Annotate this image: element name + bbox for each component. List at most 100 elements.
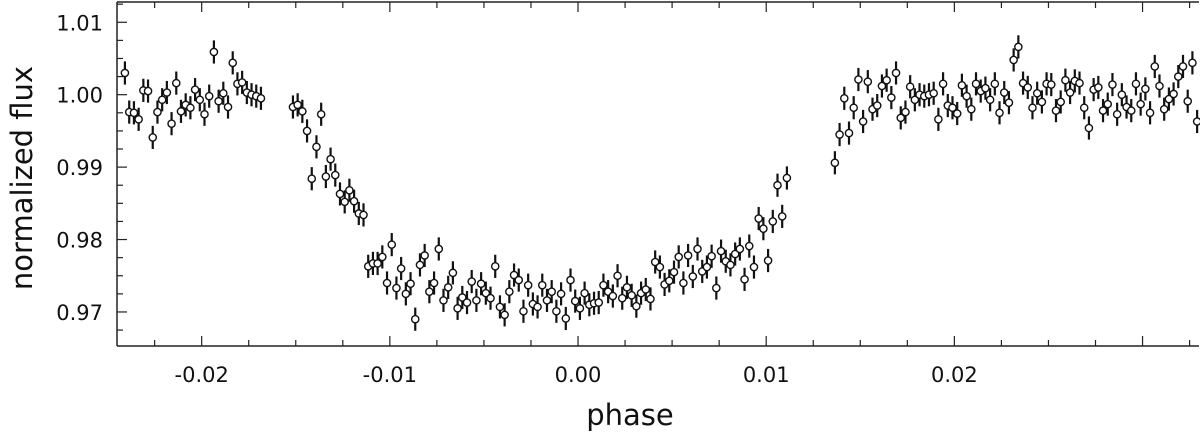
point-marker xyxy=(849,103,859,113)
point-marker xyxy=(495,302,505,312)
data-point xyxy=(585,293,594,317)
point-marker xyxy=(481,288,491,298)
data-point xyxy=(702,255,712,279)
point-marker xyxy=(1169,89,1178,99)
data-point xyxy=(129,101,139,125)
data-point xyxy=(307,167,317,191)
data-point xyxy=(981,76,990,100)
point-marker xyxy=(1014,42,1023,52)
point-marker xyxy=(443,283,453,292)
data-point xyxy=(849,96,859,120)
data-point xyxy=(134,107,143,131)
point-marker xyxy=(439,296,448,305)
data-point xyxy=(835,122,844,147)
data-point xyxy=(650,250,660,274)
data-point xyxy=(312,135,321,159)
point-marker xyxy=(580,288,589,298)
data-point xyxy=(514,268,524,292)
data-point xyxy=(382,271,392,295)
point-marker xyxy=(683,251,693,260)
point-marker xyxy=(566,275,575,285)
data-point xyxy=(462,290,472,315)
point-marker xyxy=(664,276,674,286)
data-point xyxy=(1112,102,1122,126)
point-marker xyxy=(120,68,130,78)
data-point xyxy=(735,237,745,261)
data-point xyxy=(1098,99,1108,123)
point-marker xyxy=(359,210,368,220)
data-point xyxy=(1159,97,1169,121)
point-marker xyxy=(754,214,763,223)
point-marker xyxy=(552,306,561,316)
point-marker xyxy=(1023,83,1033,92)
point-marker xyxy=(392,283,401,293)
data-point xyxy=(533,295,542,319)
point-marker xyxy=(830,158,840,168)
point-marker xyxy=(167,119,176,128)
data-point xyxy=(561,306,571,331)
data-point xyxy=(782,166,792,190)
point-marker xyxy=(171,78,181,88)
data-point xyxy=(938,72,948,96)
data-point xyxy=(143,79,153,103)
data-point xyxy=(219,81,228,105)
point-marker xyxy=(650,257,660,267)
point-marker xyxy=(462,298,472,307)
point-marker xyxy=(1164,94,1174,104)
x-tick-label: -0.01 xyxy=(363,363,417,387)
tick-labels: -0.02 -0.01 0.00 0.01 0.02 0.97 0.98 0.99 1.00 1.… xyxy=(56,11,978,387)
point-marker xyxy=(219,88,228,98)
point-marker xyxy=(999,88,1009,97)
point-marker xyxy=(195,95,205,105)
point-marker xyxy=(782,173,792,183)
point-marker xyxy=(1136,99,1145,109)
point-marker xyxy=(307,174,317,184)
data-point xyxy=(575,296,585,320)
data-point xyxy=(425,280,434,304)
data-point xyxy=(298,99,307,123)
point-marker xyxy=(1155,81,1164,91)
data-point xyxy=(1126,99,1136,123)
point-marker xyxy=(434,244,444,254)
data-point xyxy=(858,109,868,134)
data-point xyxy=(490,254,500,278)
x-tick-label: 0.01 xyxy=(743,363,790,387)
y-tick-label: 1.01 xyxy=(56,11,103,35)
point-marker xyxy=(162,88,172,97)
point-marker xyxy=(882,75,891,85)
data-point xyxy=(570,289,580,313)
point-marker xyxy=(575,304,585,313)
point-marker xyxy=(1061,75,1070,85)
data-point xyxy=(1046,72,1056,97)
data-point xyxy=(693,237,702,261)
point-marker xyxy=(1094,83,1103,92)
data-point xyxy=(434,237,444,261)
point-marker xyxy=(148,133,158,142)
data-point xyxy=(1103,92,1113,116)
point-marker xyxy=(858,117,868,126)
data-point xyxy=(335,182,345,206)
data-point xyxy=(1145,101,1155,125)
point-marker xyxy=(1145,108,1155,118)
data-point xyxy=(929,81,938,105)
point-marker xyxy=(844,128,854,138)
data-point xyxy=(1136,92,1145,116)
data-point xyxy=(967,97,976,121)
point-marker xyxy=(1108,80,1117,89)
data-point xyxy=(910,88,920,112)
data-point xyxy=(1178,54,1188,79)
data-point xyxy=(167,112,176,136)
data-point xyxy=(481,281,491,305)
point-marker xyxy=(1141,84,1150,94)
point-marker xyxy=(740,275,749,284)
point-marker xyxy=(1079,103,1089,113)
point-marker xyxy=(613,271,622,281)
point-marker xyxy=(679,278,688,288)
data-point xyxy=(669,260,679,284)
point-marker xyxy=(669,267,679,277)
point-marker xyxy=(835,130,844,139)
data-point xyxy=(373,251,382,276)
point-marker xyxy=(190,85,200,94)
